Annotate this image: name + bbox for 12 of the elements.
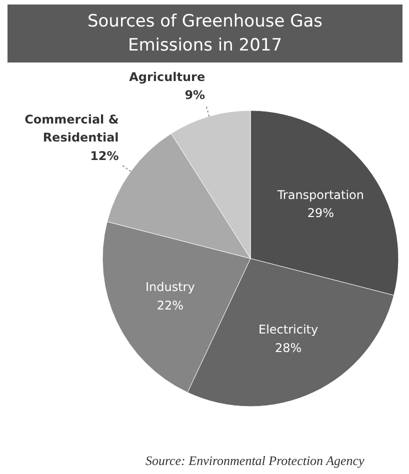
- slice-label: Commercial & Residential: [24, 112, 119, 145]
- source-note: Source: Environmental Protection Agency: [145, 453, 365, 468]
- data-label: 9%: [184, 88, 206, 102]
- chart-title: Sources of Greenhouse Gas Emissions in 2017: [87, 12, 323, 56]
- data-label: 29%: [307, 206, 334, 220]
- data-label: 12%: [90, 148, 119, 163]
- slice-label: Agriculture: [129, 70, 206, 84]
- data-label: 28%: [274, 340, 302, 355]
- slice-label: Transportation: [276, 188, 364, 202]
- slice-label: Industry: [145, 280, 195, 294]
- slice-label: Electricity: [258, 322, 318, 337]
- data-label: 22%: [156, 298, 184, 312]
